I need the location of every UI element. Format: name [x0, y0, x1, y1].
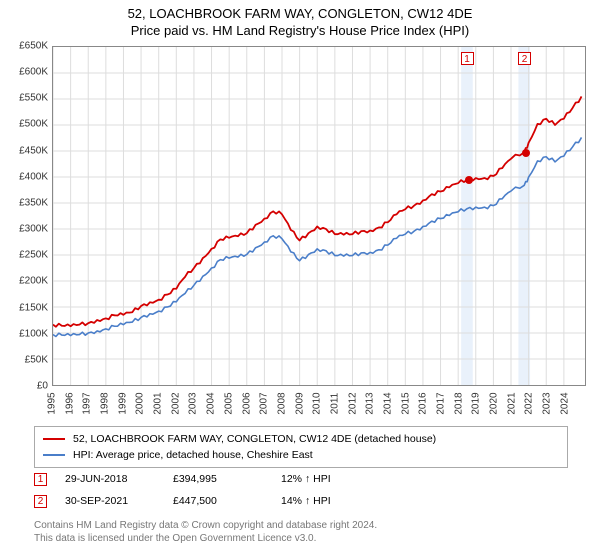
sale-date: 29-JUN-2018: [65, 473, 155, 485]
chart-container: 52, LOACHBROOK FARM WAY, CONGLETON, CW12…: [0, 0, 600, 560]
sale-price: £447,500: [173, 495, 263, 507]
y-tick-label: £250K: [0, 250, 48, 261]
sale-pct: 12% ↑ HPI: [281, 473, 371, 485]
sale-pct: 14% ↑ HPI: [281, 495, 371, 507]
y-tick-label: £450K: [0, 145, 48, 156]
footnote-line1: Contains HM Land Registry data © Crown c…: [34, 520, 377, 533]
arrow-up-icon: ↑: [305, 495, 310, 507]
x-tick-label: 2017: [436, 392, 447, 414]
x-tick-label: 2000: [135, 392, 146, 414]
y-tick-label: £500K: [0, 119, 48, 130]
title-line1: 52, LOACHBROOK FARM WAY, CONGLETON, CW12…: [0, 6, 600, 23]
x-tick-label: 2001: [153, 392, 164, 414]
x-tick-label: 2015: [400, 392, 411, 414]
sale-marker-1: 1: [461, 52, 474, 65]
sale-dot: [522, 149, 530, 157]
plot-area: [52, 46, 586, 386]
legend: 52, LOACHBROOK FARM WAY, CONGLETON, CW12…: [34, 426, 568, 468]
legend-label: 52, LOACHBROOK FARM WAY, CONGLETON, CW12…: [73, 433, 436, 445]
x-tick-label: 2021: [506, 392, 517, 414]
legend-swatch: [43, 454, 65, 456]
x-tick-label: 1997: [82, 392, 93, 414]
sale-row: 1 29-JUN-2018 £394,995 12% ↑ HPI: [34, 468, 568, 490]
x-tick-label: 2008: [276, 392, 287, 414]
legend-swatch: [43, 438, 65, 440]
y-tick-label: £100K: [0, 328, 48, 339]
y-tick-label: £50K: [0, 354, 48, 365]
x-tick-label: 2003: [188, 392, 199, 414]
legend-item: 52, LOACHBROOK FARM WAY, CONGLETON, CW12…: [43, 431, 559, 447]
y-tick-label: £300K: [0, 224, 48, 235]
legend-label: HPI: Average price, detached house, Ches…: [73, 449, 313, 461]
title-line2: Price paid vs. HM Land Registry's House …: [0, 23, 600, 40]
sale-price: £394,995: [173, 473, 263, 485]
sale-date: 30-SEP-2021: [65, 495, 155, 507]
x-tick-label: 1999: [117, 392, 128, 414]
x-tick-label: 2024: [559, 392, 570, 414]
chart-title: 52, LOACHBROOK FARM WAY, CONGLETON, CW12…: [0, 0, 600, 40]
x-tick-label: 2013: [365, 392, 376, 414]
x-tick-label: 2005: [223, 392, 234, 414]
footnote: Contains HM Land Registry data © Crown c…: [34, 520, 377, 545]
y-tick-label: £200K: [0, 276, 48, 287]
sale-marker-icon: 2: [34, 495, 47, 508]
y-tick-label: £650K: [0, 41, 48, 52]
legend-item: HPI: Average price, detached house, Ches…: [43, 447, 559, 463]
sale-rows: 1 29-JUN-2018 £394,995 12% ↑ HPI 2 30-SEP-202…: [34, 468, 568, 512]
y-tick-label: £550K: [0, 93, 48, 104]
y-tick-label: £400K: [0, 171, 48, 182]
x-tick-label: 2010: [312, 392, 323, 414]
sale-marker-icon: 1: [34, 473, 47, 486]
sale-marker-2: 2: [518, 52, 531, 65]
y-tick-label: £150K: [0, 302, 48, 313]
footnote-line2: This data is licensed under the Open Gov…: [34, 533, 377, 546]
x-tick-label: 2012: [347, 392, 358, 414]
x-tick-label: 2018: [453, 392, 464, 414]
sale-row: 2 30-SEP-2021 £447,500 14% ↑ HPI: [34, 490, 568, 512]
x-tick-label: 1998: [100, 392, 111, 414]
x-tick-label: 2019: [471, 392, 482, 414]
x-tick-label: 2009: [294, 392, 305, 414]
y-tick-label: £600K: [0, 67, 48, 78]
chart-svg: [53, 47, 585, 385]
y-tick-label: £0: [0, 381, 48, 392]
x-tick-label: 2016: [418, 392, 429, 414]
x-tick-label: 2006: [241, 392, 252, 414]
y-tick-label: £350K: [0, 197, 48, 208]
sale-dot: [465, 176, 473, 184]
x-tick-label: 2007: [259, 392, 270, 414]
x-axis-ticks: 1995199619971998199920002001200220032004…: [52, 398, 586, 426]
x-tick-label: 2020: [489, 392, 500, 414]
x-tick-label: 2004: [206, 392, 217, 414]
x-tick-label: 2002: [170, 392, 181, 414]
x-tick-label: 1996: [64, 392, 75, 414]
x-tick-label: 1995: [47, 392, 58, 414]
x-tick-label: 2023: [542, 392, 553, 414]
x-tick-label: 2014: [382, 392, 393, 414]
x-tick-label: 2011: [329, 393, 340, 415]
x-tick-label: 2022: [524, 392, 535, 414]
arrow-up-icon: ↑: [305, 473, 310, 485]
